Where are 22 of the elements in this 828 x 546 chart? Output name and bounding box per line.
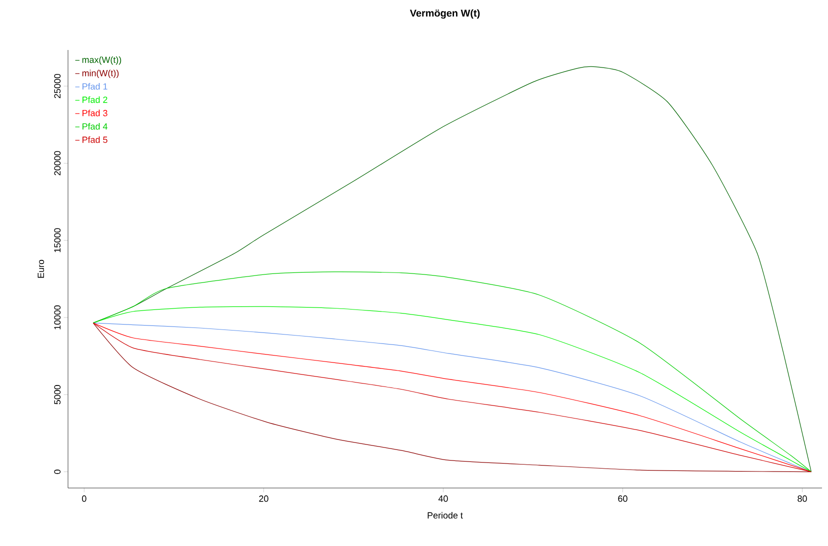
y-axis-title: Euro [38, 260, 44, 278]
y-tick-label: 5000 [54, 385, 61, 404]
x-tick-label: 20 [259, 495, 268, 502]
y-tick-label: 15000 [54, 228, 61, 252]
legend-label: Pfad 3 [82, 110, 108, 116]
y-tick-label: 25000 [54, 74, 61, 98]
y-tick-label: 0 [54, 470, 61, 474]
x-tick-label: 80 [798, 495, 807, 502]
y-tick-label: 20000 [54, 151, 61, 176]
x-axis-title: Periode t [428, 512, 463, 519]
legend-label: min(W(t)) [82, 70, 119, 78]
x-tick-label: 0 [82, 495, 86, 502]
x-tick-label: 60 [618, 495, 628, 502]
legend-label: Pfad 2 [82, 96, 108, 103]
y-tick-label: 10000 [54, 305, 61, 330]
legend-label: Pfad 4 [82, 123, 108, 130]
chart-title: Vermögen W(t) [410, 9, 480, 19]
x-tick-label: 40 [438, 495, 448, 502]
line-series [92, 272, 812, 472]
legend-label: Pfad 1 [82, 83, 108, 90]
legend-label: Pfad 5 [82, 136, 108, 143]
legend-label: max(W(t)) [82, 56, 122, 65]
